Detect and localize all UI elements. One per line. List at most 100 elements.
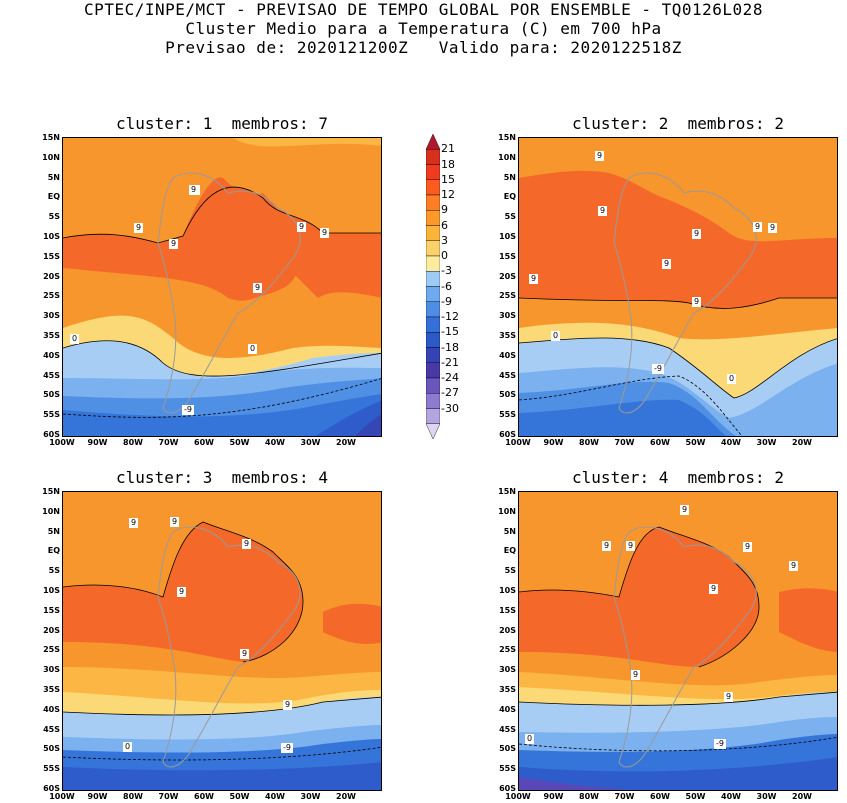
lat-label: 5N <box>503 172 516 182</box>
contour-label: 9 <box>626 541 636 551</box>
contour-label: 0 <box>123 742 133 752</box>
lon-label: 90W <box>87 438 108 447</box>
colorbar-swatch <box>425 149 441 165</box>
contour-label: -9 <box>714 739 726 749</box>
contour-label: 9 <box>177 587 187 597</box>
lat-label: 5S <box>48 566 60 576</box>
lat-label: 20S <box>499 271 516 281</box>
lat-label: 55S <box>43 410 60 420</box>
colorbar-swatch <box>425 255 441 272</box>
contour-label: 0 <box>525 734 535 744</box>
lat-label: 15S <box>43 251 60 261</box>
lon-label: 60W <box>650 792 670 801</box>
contour-label: 9 <box>170 517 180 527</box>
lat-label: 10S <box>43 586 60 595</box>
colorbar-tick-label: 6 <box>441 218 448 232</box>
map-panel-cluster-4 <box>518 491 838 791</box>
colorbar-swatches <box>425 133 441 440</box>
colorbar-tick-label: -21 <box>441 355 459 369</box>
lat-label: 10S <box>499 586 516 595</box>
lat-label: 45S <box>43 724 60 734</box>
colorbar <box>425 133 441 440</box>
colorbar-tick-label: -18 <box>441 340 459 354</box>
colorbar-tick-label: 12 <box>441 188 455 201</box>
colorbar-swatch <box>425 194 441 211</box>
contour-label: 9 <box>283 700 293 710</box>
contour-label: 9 <box>169 239 179 249</box>
lon-label: 30W <box>756 438 777 447</box>
colorbar-tick-label: -15 <box>441 325 459 339</box>
lat-label: 45S <box>499 724 516 734</box>
contour-label: 9 <box>242 539 252 549</box>
lat-label: 15N <box>42 487 60 496</box>
contour-label: -9 <box>281 743 293 753</box>
colorbar-tick-label: -24 <box>441 371 459 384</box>
colorbar-swatch <box>425 301 441 318</box>
lon-label: 80W <box>123 792 143 801</box>
lat-label: 50S <box>43 390 60 400</box>
map-panel-cluster-1 <box>62 137 382 437</box>
panel-1-title: cluster: 1 membros: 7 <box>116 114 328 133</box>
lat-label: 25S <box>499 645 516 655</box>
lat-label: 55S <box>499 410 516 420</box>
colorbar-swatch <box>425 316 441 333</box>
lat-label: 60S <box>43 430 60 439</box>
lon-label: 70W <box>614 792 635 801</box>
lat-label: 60S <box>499 430 516 439</box>
lat-label: 15N <box>498 487 516 496</box>
lat-label: 45S <box>499 370 516 380</box>
colorbar-tick-label: 0 <box>441 249 448 262</box>
colorbar-tick-label: 15 <box>441 172 455 186</box>
lat-label: EQ <box>503 192 516 202</box>
contour-label: 9 <box>768 223 778 233</box>
lon-label: 50W <box>685 792 706 801</box>
colorbar-swatch <box>425 240 441 257</box>
lat-label: 60S <box>43 784 60 793</box>
lon-label: 100W <box>505 792 531 801</box>
lat-label: 30S <box>43 311 60 321</box>
map-panel-cluster-2 <box>518 137 838 437</box>
lon-label: 30W <box>300 792 321 801</box>
contour-label: 9 <box>743 542 753 552</box>
colorbar-swatch <box>425 271 441 287</box>
lat-label: 5S <box>504 566 516 576</box>
lon-label: 20W <box>336 792 356 801</box>
lat-label: 30S <box>499 311 516 321</box>
contour-label: 9 <box>529 274 539 284</box>
lat-label: 25S <box>499 291 516 301</box>
contour-label: 9 <box>753 222 763 232</box>
lat-label: EQ <box>503 546 516 556</box>
lon-label: 40W <box>265 792 285 801</box>
lat-label: 15S <box>499 251 516 261</box>
colorbar-swatch <box>425 362 441 379</box>
colorbar-swatch <box>425 133 441 150</box>
colorbar-tick-label: -3 <box>441 264 452 278</box>
lat-label: 40S <box>499 704 516 714</box>
colorbar-swatch <box>425 286 441 302</box>
colorbar-tick-label: -9 <box>441 294 452 308</box>
lat-label: 5S <box>48 212 60 222</box>
lon-label: 50W <box>229 792 250 801</box>
header-line-2: Cluster Medio para a Temperatura (C) em … <box>185 19 662 38</box>
lat-label: 10N <box>42 152 60 162</box>
contour-label: 9 <box>602 541 612 551</box>
lat-label: 20S <box>43 625 60 635</box>
contour-label: 9 <box>595 151 605 161</box>
contour-label: 0 <box>727 374 737 384</box>
lat-label: 35S <box>499 685 516 694</box>
lat-label: 10N <box>498 152 516 162</box>
lat-label: 50S <box>499 744 516 754</box>
colorbar-swatch <box>425 423 441 440</box>
contour-label: 9 <box>692 297 702 307</box>
lon-label: 80W <box>579 792 599 801</box>
lon-label: 50W <box>685 438 706 447</box>
lat-label: 10N <box>498 506 516 516</box>
colorbar-swatch <box>425 179 441 196</box>
lat-label: 5N <box>47 526 60 536</box>
lat-label: 40S <box>43 350 60 360</box>
lat-label: 15N <box>498 133 516 142</box>
lon-label: 90W <box>543 792 564 801</box>
colorbar-tick-label: 3 <box>441 233 448 247</box>
contour-label: 9 <box>240 649 250 659</box>
contour-label: 9 <box>631 670 641 680</box>
